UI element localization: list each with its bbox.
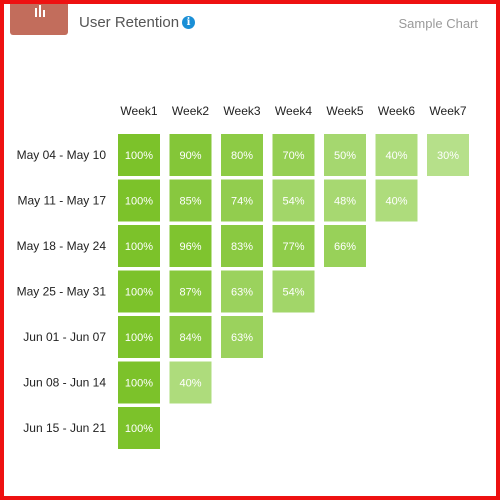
heatmap-cell[interactable] <box>324 225 366 267</box>
bar-chart-icon <box>35 5 45 17</box>
heatmap-cell[interactable] <box>169 179 212 222</box>
cell-value-label: 96% <box>179 241 201 253</box>
cell-value-label: 83% <box>231 241 253 253</box>
heatmap-cell[interactable] <box>375 134 418 176</box>
heatmap-cell[interactable] <box>272 134 315 176</box>
cell-value-label: 74% <box>231 196 253 208</box>
heatmap-cell[interactable] <box>272 270 315 313</box>
row-label: Jun 15 - Jun 21 <box>23 421 106 435</box>
column-header: Week3 <box>223 104 260 118</box>
column-header: Week1 <box>120 104 157 118</box>
cell-value-label: 85% <box>179 196 201 208</box>
row-label: Jun 08 - Jun 14 <box>23 376 106 390</box>
cell-value-label: 100% <box>125 378 153 390</box>
row-label: May 18 - May 24 <box>17 239 107 253</box>
heatmap-cell[interactable] <box>118 225 160 267</box>
cell-value-label: 100% <box>125 287 153 299</box>
retention-heatmap: Week1 Week2 Week3 Week4 Week5 Week6 Week7 May 0… <box>17 104 469 449</box>
chart-header: User Retention i Sample Chart <box>4 4 496 40</box>
heatmap-cell[interactable] <box>427 134 469 176</box>
cell-value-label: 80% <box>231 150 253 162</box>
heatmap-cell[interactable] <box>118 316 160 358</box>
heatmap-cell[interactable] <box>324 179 366 222</box>
cell-value-label: 40% <box>179 378 201 390</box>
heatmap-cell[interactable] <box>324 134 366 176</box>
heatmap-cell[interactable] <box>221 179 263 222</box>
cell-value-label: 40% <box>385 196 407 208</box>
heatmap-cell[interactable] <box>169 134 212 176</box>
cell-value-label: 100% <box>125 241 153 253</box>
heatmap-cell[interactable] <box>375 179 418 222</box>
cell-value-label: 30% <box>437 150 459 162</box>
row-label: May 25 - May 31 <box>17 285 107 299</box>
cell-value-label: 70% <box>282 150 304 162</box>
heatmap-cell[interactable] <box>169 316 212 358</box>
column-header: Week2 <box>172 104 209 118</box>
cell-value-label: 40% <box>385 150 407 162</box>
cell-value-label: 100% <box>125 332 153 344</box>
cell-value-label: 77% <box>282 241 304 253</box>
column-header: Week7 <box>429 104 466 118</box>
chart-title: User Retention <box>79 14 180 31</box>
logo-tile <box>10 4 68 35</box>
heatmap-cell[interactable] <box>272 225 315 267</box>
column-header: Week6 <box>378 104 415 118</box>
heatmap-cell[interactable] <box>118 179 160 222</box>
cell-value-label: 87% <box>179 287 201 299</box>
cell-value-label: 90% <box>179 150 201 162</box>
heatmap-cell[interactable] <box>118 270 160 313</box>
heatmap-cell[interactable] <box>221 225 263 267</box>
cell-value-label: 66% <box>334 241 356 253</box>
cell-value-label: 48% <box>334 196 356 208</box>
heatmap-cell[interactable] <box>169 361 212 404</box>
heatmap-cell[interactable] <box>221 134 263 176</box>
column-header: Week4 <box>275 104 312 118</box>
heatmap-cell[interactable] <box>118 134 160 176</box>
info-icon[interactable]: i <box>182 16 195 29</box>
cell-value-label: 63% <box>231 332 253 344</box>
cell-value-label: 54% <box>282 196 304 208</box>
cell-value-label: 100% <box>125 423 153 435</box>
cell-value-label: 54% <box>282 287 304 299</box>
heatmap-cell[interactable] <box>221 270 263 313</box>
column-header: Week5 <box>326 104 363 118</box>
heatmap-cell[interactable] <box>118 407 160 449</box>
row-label: May 11 - May 17 <box>18 194 107 208</box>
heatmap-cell[interactable] <box>169 225 212 267</box>
row-label: May 04 - May 10 <box>17 148 107 162</box>
sample-chart-label: Sample Chart <box>398 16 478 31</box>
cell-value-label: 100% <box>125 196 153 208</box>
heatmap-cell[interactable] <box>118 361 160 404</box>
row-label: Jun 01 - Jun 07 <box>23 330 106 344</box>
heatmap-cell[interactable] <box>272 179 315 222</box>
cell-value-label: 63% <box>231 287 253 299</box>
cell-value-label: 50% <box>334 150 356 162</box>
heatmap-cell[interactable] <box>169 270 212 313</box>
cell-value-label: 84% <box>179 332 201 344</box>
cell-value-label: 100% <box>125 150 153 162</box>
heatmap-cell[interactable] <box>221 316 263 358</box>
